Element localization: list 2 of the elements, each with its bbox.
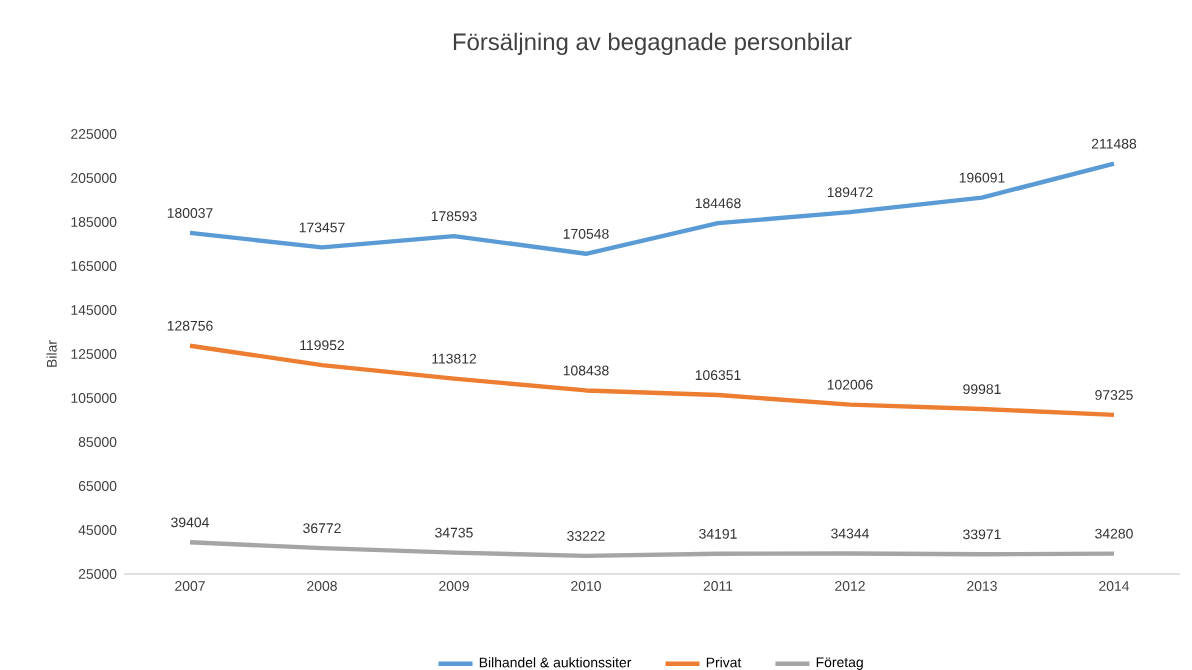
chart-title: Försäljning av begagnade personbilar <box>453 32 852 56</box>
line-series <box>187 540 1117 559</box>
